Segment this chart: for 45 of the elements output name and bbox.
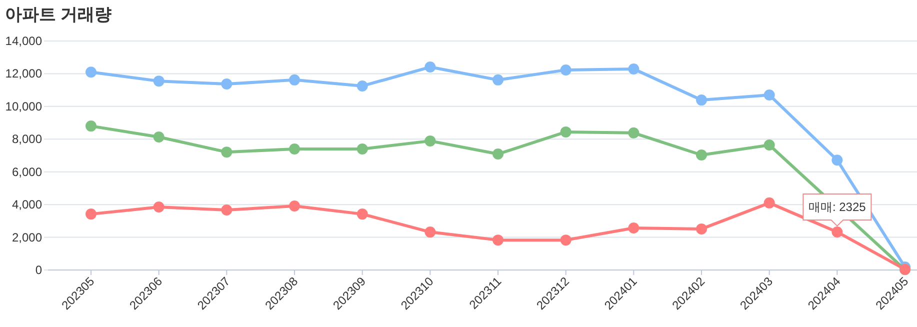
y-tick-label: 8,000	[12, 132, 42, 146]
point	[356, 208, 368, 220]
point	[492, 74, 504, 86]
point	[86, 208, 96, 220]
point	[832, 154, 843, 166]
point	[289, 200, 300, 212]
point	[356, 80, 368, 92]
y-tick-label: 4,000	[12, 198, 42, 212]
y-tick-label: 2,000	[12, 230, 42, 244]
y-tick-label: 14,000	[5, 34, 42, 48]
point	[764, 197, 775, 208]
point	[424, 62, 436, 73]
point	[153, 202, 164, 213]
point	[86, 66, 96, 78]
point	[424, 226, 436, 238]
point	[424, 135, 436, 146]
point	[289, 143, 300, 154]
point	[560, 234, 572, 246]
point	[221, 146, 232, 158]
point	[628, 63, 640, 74]
point	[832, 226, 843, 238]
point	[221, 78, 232, 90]
point	[764, 89, 775, 100]
point	[289, 74, 300, 86]
point	[560, 126, 572, 138]
point	[86, 120, 96, 132]
point	[356, 143, 368, 154]
point	[696, 223, 707, 234]
point	[153, 132, 164, 143]
point	[492, 148, 504, 160]
point	[221, 204, 232, 216]
point	[628, 127, 640, 138]
chart-title: 아파트 거래량	[5, 5, 112, 24]
y-tick-label: 10,000	[5, 99, 42, 114]
point	[696, 150, 707, 161]
point	[696, 94, 707, 106]
y-tick-label: 12,000	[5, 66, 42, 81]
point	[628, 222, 640, 234]
point	[764, 140, 775, 151]
y-tick-label: 6,000	[12, 164, 42, 179]
annotation: 매매: 2325	[808, 200, 866, 214]
point	[560, 64, 572, 76]
point	[492, 234, 504, 246]
y-tick-label: 0	[35, 263, 42, 277]
point	[153, 76, 164, 87]
